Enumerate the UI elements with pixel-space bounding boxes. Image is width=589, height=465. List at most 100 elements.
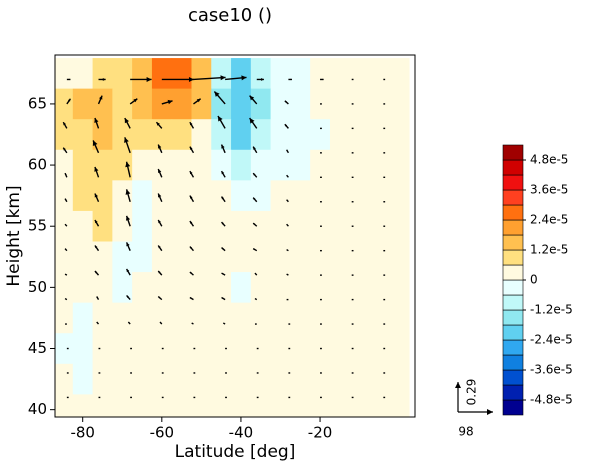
vector-arrow <box>98 396 101 399</box>
vector-arrow <box>383 396 386 399</box>
field-cell <box>369 394 390 417</box>
vector-arrow <box>225 396 227 399</box>
vector-arrow <box>157 270 163 276</box>
colorbar-label: -2.4e-5 <box>530 333 573 347</box>
arrow-head <box>289 323 291 325</box>
arrow-head <box>191 323 193 324</box>
arrow-head <box>286 249 288 251</box>
arrow-head <box>102 78 106 81</box>
vector-arrow <box>130 396 132 399</box>
ref-arrow-v-head <box>455 382 461 388</box>
arrow-head <box>189 221 193 224</box>
arrow-head <box>64 173 67 176</box>
field-cell <box>250 180 272 212</box>
field-layer <box>55 58 410 417</box>
field-cell <box>151 210 173 243</box>
colorbar-box <box>502 204 524 221</box>
field-cell <box>112 241 133 273</box>
field-cell <box>92 394 113 417</box>
field-cell <box>270 394 291 417</box>
field-cell <box>92 88 113 120</box>
arrow-head <box>321 128 322 129</box>
field-cell <box>290 58 311 90</box>
arrow-head <box>92 140 98 147</box>
field-cell <box>171 333 192 365</box>
field-cell <box>231 394 252 417</box>
field-cell <box>132 394 153 417</box>
arrow-head <box>321 397 322 398</box>
vector-arrow <box>351 396 354 399</box>
field-cell <box>290 333 311 365</box>
field-cell <box>92 58 113 90</box>
vector-arrow <box>189 296 194 301</box>
vector-arrow <box>252 248 258 252</box>
arrow-head <box>257 372 259 374</box>
vector-arrow <box>351 78 354 81</box>
field-cell <box>132 241 153 273</box>
arrow-head <box>189 246 193 249</box>
ref-label-u: 98 <box>458 425 473 439</box>
arrow-head <box>146 76 152 82</box>
field-cell <box>72 363 94 395</box>
arrow-head <box>352 274 354 276</box>
arrow-head <box>126 268 130 273</box>
field-cell <box>55 363 74 395</box>
field-cell <box>151 149 173 181</box>
arrow-head <box>352 299 354 300</box>
vector-arrow <box>98 78 106 81</box>
field-cell <box>211 272 232 304</box>
vector-arrow <box>383 176 386 178</box>
field-cell <box>171 394 192 417</box>
field-cell <box>270 119 291 151</box>
field-cell <box>211 394 232 417</box>
vector-arrow <box>284 100 289 105</box>
vector-arrow <box>221 247 226 252</box>
arrow-head <box>254 323 256 325</box>
field-cell <box>211 180 232 212</box>
field-cell <box>191 58 212 90</box>
arrow-head <box>221 196 225 200</box>
arrow-head <box>158 144 162 149</box>
arrow-head <box>254 273 257 275</box>
arrow-head <box>321 299 322 300</box>
vector-arrow <box>94 117 100 129</box>
vector-arrow <box>161 372 164 374</box>
arrow-head <box>125 215 131 221</box>
colorbar-box <box>502 399 524 416</box>
arrow-head <box>384 176 386 178</box>
arrow-head <box>286 175 288 177</box>
arrow-head <box>131 348 132 349</box>
arrow-head <box>289 372 291 374</box>
field-cell <box>191 272 212 304</box>
arrow-head <box>194 397 196 398</box>
arrow-head <box>221 297 224 300</box>
vector-arrow <box>254 297 258 301</box>
field-cell <box>112 58 133 90</box>
field-cell <box>211 58 232 90</box>
field-cell <box>72 333 94 365</box>
vector-arrow <box>383 152 386 154</box>
arrow-head <box>384 348 386 349</box>
arrow-head <box>214 91 220 97</box>
field-cell <box>151 241 173 273</box>
field-cell <box>72 241 94 273</box>
arrow-head <box>67 372 69 374</box>
field-cell <box>132 210 153 243</box>
vector-arrow <box>256 78 264 81</box>
arrow-head <box>321 274 322 276</box>
vector-arrow <box>256 396 259 399</box>
vector-arrow <box>66 78 71 81</box>
field-cell <box>132 58 153 90</box>
vector-arrow <box>125 215 131 227</box>
vector-arrow <box>256 347 259 350</box>
vector-arrow <box>157 144 163 154</box>
x-axis-label: Latitude [deg] <box>175 442 296 462</box>
arrow-head <box>253 146 256 150</box>
vector-arrow <box>94 166 100 178</box>
colorbar-box <box>502 144 524 161</box>
vector-arrow <box>221 221 226 227</box>
field-cell <box>55 58 74 90</box>
colorbar-box <box>502 174 524 191</box>
field-cell <box>329 272 351 304</box>
arrow-head <box>96 296 99 299</box>
